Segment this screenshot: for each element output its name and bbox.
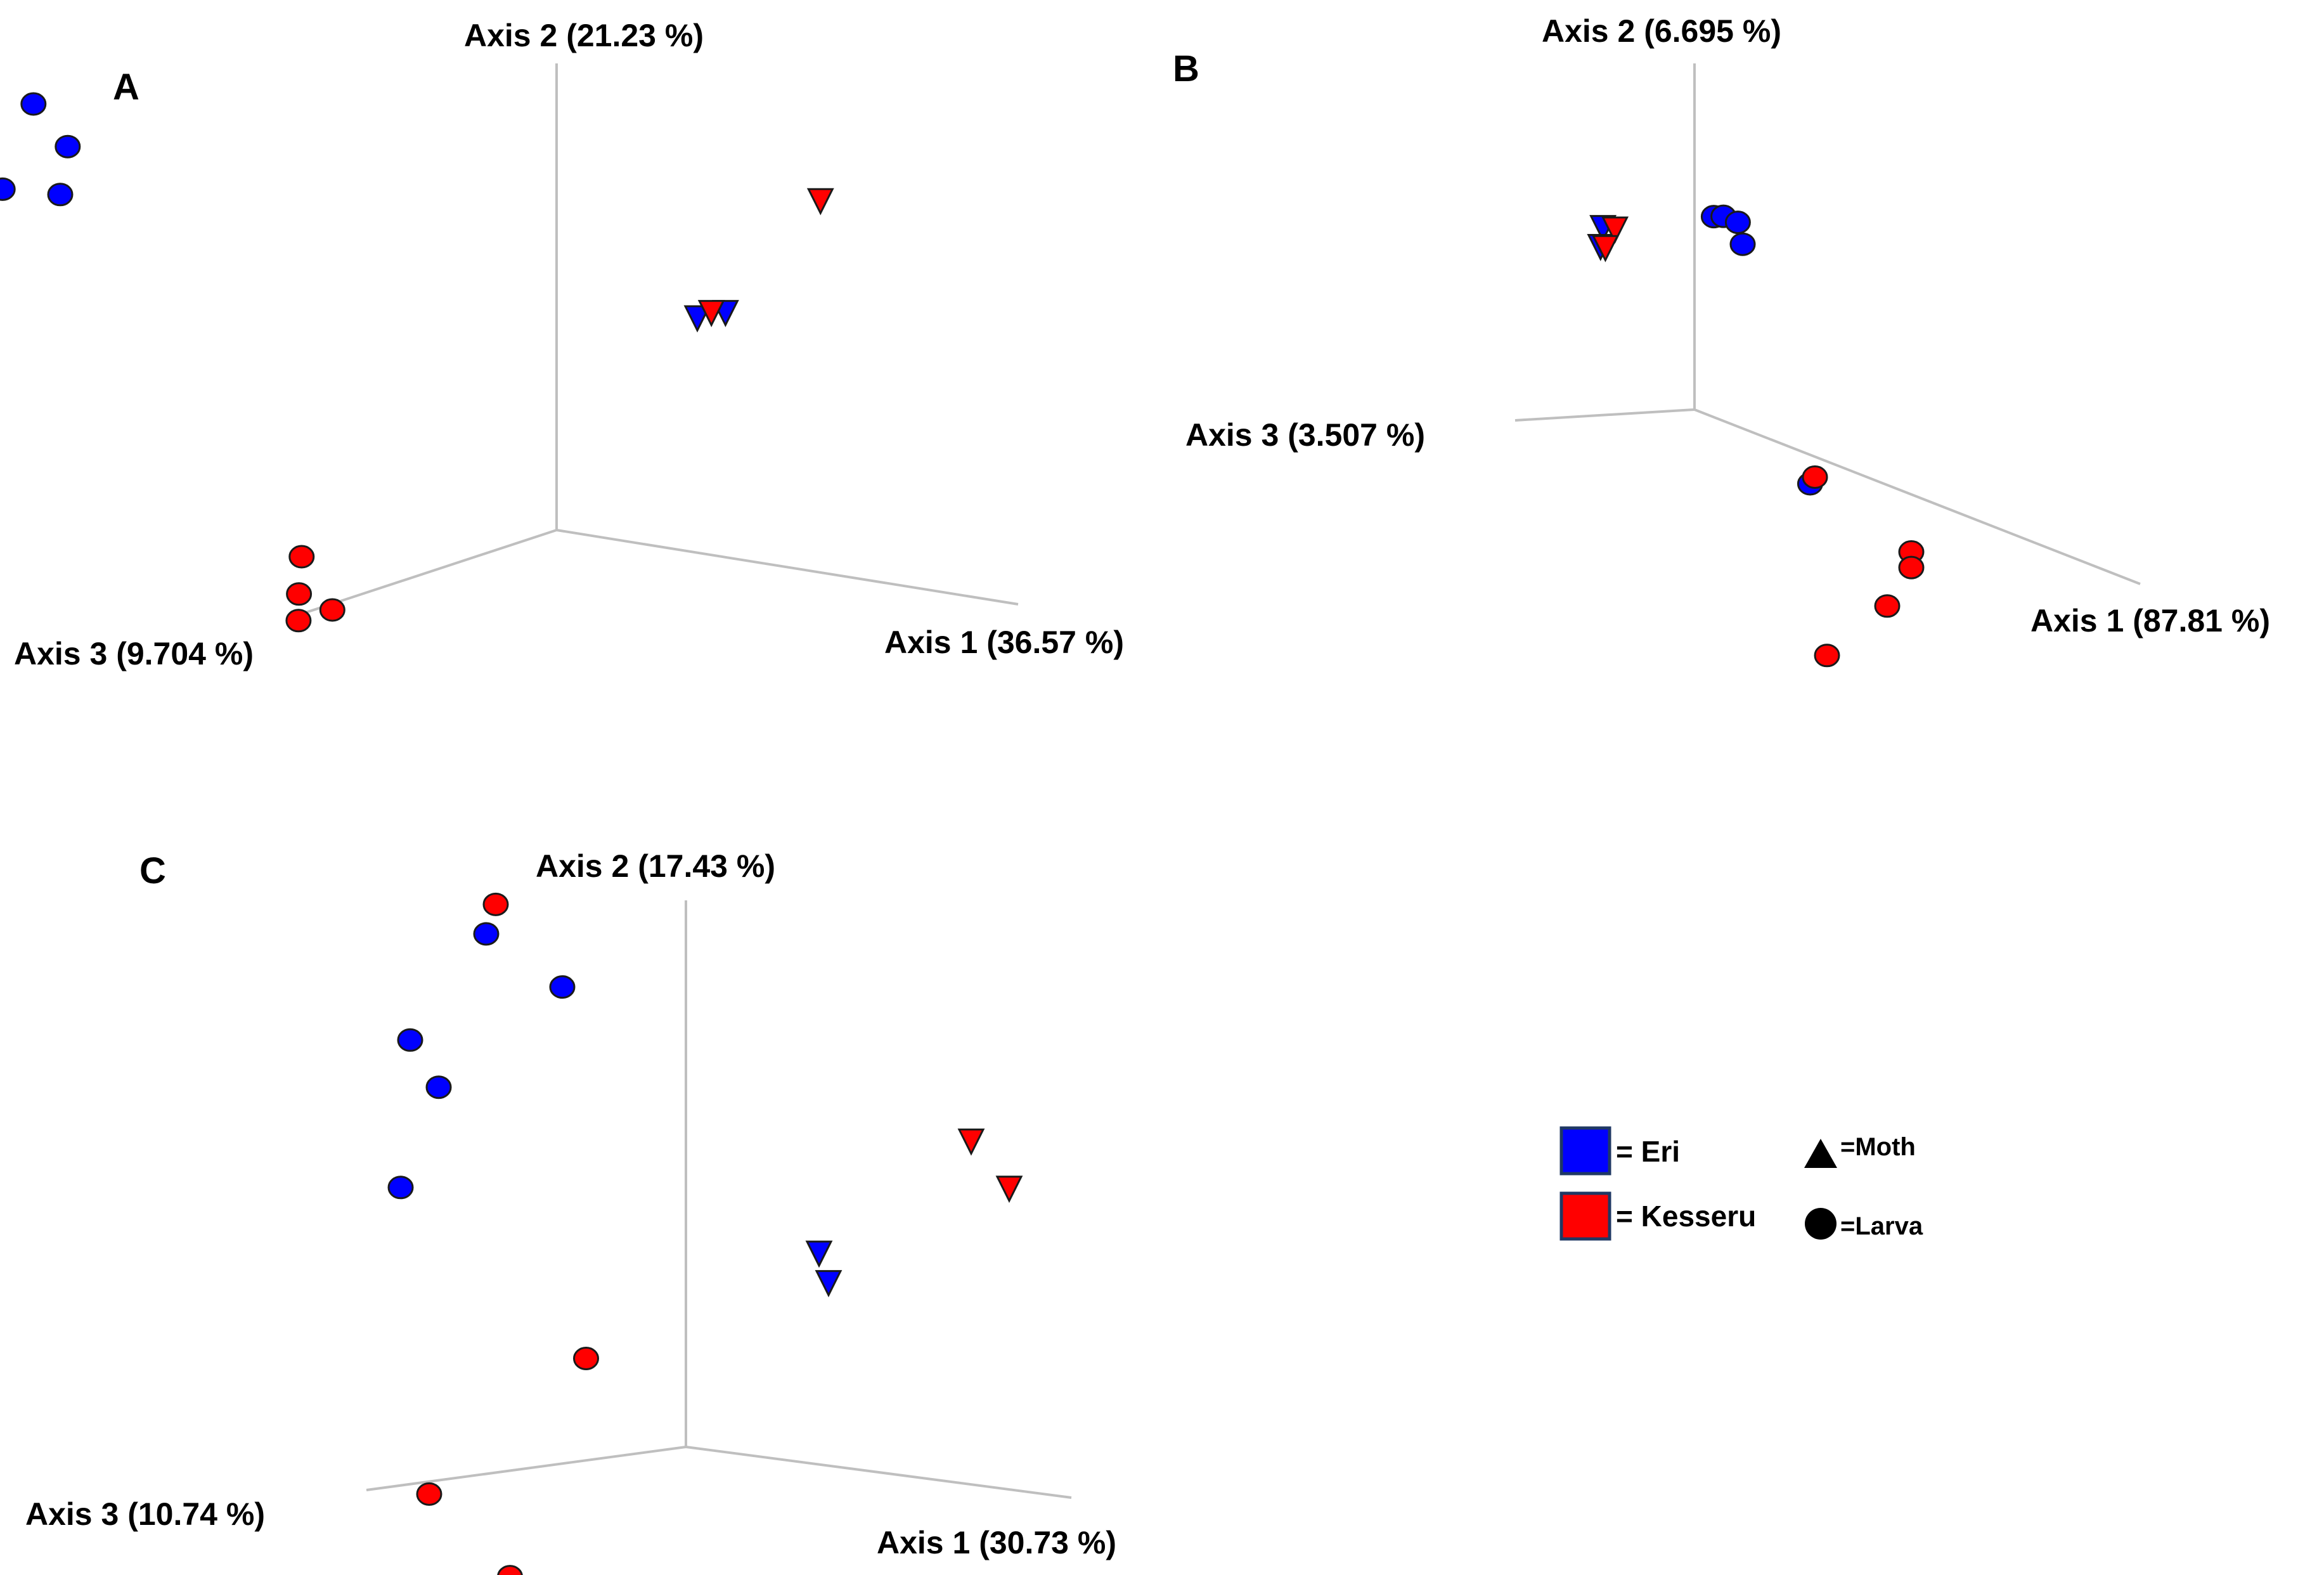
panel-b: B Axis 2 (6.695 %) Axis 1 (87.81 %) Axis…	[1173, 13, 2270, 668]
panel-b-point-9-kesseru-larva	[1814, 644, 1840, 668]
panel-a-point-3-eri-larva	[0, 177, 16, 201]
panel-a-point-2-eri-larva	[55, 134, 81, 159]
panel-b-axis3-line	[1514, 408, 1695, 422]
panel-letter-b: B	[1173, 48, 1199, 89]
panel-c-axis1-line	[685, 1446, 1072, 1499]
panel-c-axis2-label: Axis 2 (17.43 %)	[536, 848, 775, 884]
legend-label-kesseru: = Kesseru	[1616, 1200, 1756, 1233]
panel-a-point-6-kesseru-larva	[288, 545, 315, 569]
panel-b-point-13-kesseru-moth	[1591, 235, 1619, 262]
panel-c-point-0-kesseru-larva	[482, 892, 509, 916]
legend-label-larva: =Larva	[1840, 1212, 1923, 1240]
panel-c-point-12-kesseru-moth	[957, 1128, 985, 1156]
panel-c-axis3-label: Axis 3 (10.74 %)	[25, 1496, 265, 1532]
legend-swatch-eri	[1559, 1126, 1611, 1176]
panel-b-point-7-kesseru-larva	[1898, 555, 1925, 580]
panel-c-axis1-label: Axis 1 (30.73 %)	[877, 1525, 1116, 1560]
panel-letter-a: A	[113, 67, 139, 108]
panel-a-point-4-eri-larva	[47, 183, 74, 207]
panel-b-point-8-kesseru-larva	[1874, 594, 1901, 618]
legend-larva-circle-icon	[1805, 1208, 1837, 1240]
panel-a-point-13-kesseru-moth	[806, 188, 834, 216]
legend-swatch-kesseru	[1559, 1191, 1611, 1241]
panel-b-axis1-line	[1694, 408, 2141, 585]
panel-a-point-12-kesseru-moth	[697, 300, 725, 327]
panel-b-point-12-kesseru-moth	[1601, 216, 1629, 244]
panel-c-point-1-eri-larva	[473, 922, 500, 946]
panel-c-point-2-eri-larva	[549, 975, 576, 999]
legend-label-moth: =Moth	[1840, 1133, 1916, 1161]
panel-a-axis2-label: Axis 2 (21.23 %)	[464, 18, 704, 53]
panel-a-marks	[0, 92, 834, 633]
panel-b-axis3-label: Axis 3 (3.507 %)	[1185, 417, 1425, 453]
panel-a: A Axis 2 (21.23 %) Axis 1 (36.57 %) Axis…	[0, 18, 1124, 671]
panel-c-marks	[387, 892, 1023, 1575]
panel-c-point-5-eri-larva	[387, 1176, 414, 1200]
panel-c-point-3-eri-larva	[397, 1028, 423, 1052]
panel-c-point-10-eri-moth	[805, 1240, 833, 1268]
panel-b-point-5-kesseru-larva	[1802, 465, 1828, 489]
panel-a-point-1-eri-larva	[20, 92, 47, 116]
legend-label-eri: = Eri	[1616, 1135, 1680, 1168]
panel-letter-c: C	[139, 850, 166, 891]
panel-a-axis3-label: Axis 3 (9.704 %)	[14, 636, 254, 671]
panel-b-point-3-eri-larva	[1729, 232, 1756, 256]
panel-c-axis3-line	[366, 1446, 687, 1491]
legend: = Eri = Kesseru =Moth =Larva	[1559, 1126, 1923, 1241]
panel-c: C Axis 2 (17.43 %) Axis 1 (30.73 %) Axis…	[25, 848, 1116, 1575]
panel-c-point-13-kesseru-moth	[995, 1176, 1023, 1203]
panel-c-point-11-eri-moth	[815, 1270, 842, 1297]
panel-c-point-4-eri-larva	[425, 1075, 452, 1099]
panel-c-point-8-kesseru-larva	[497, 1565, 523, 1575]
panel-a-axis1-line	[556, 529, 1019, 606]
panel-a-axis1-label: Axis 1 (36.57 %)	[884, 625, 1124, 660]
panel-a-point-9-kesseru-larva	[285, 609, 312, 633]
panel-b-marks	[1587, 204, 1925, 668]
panel-a-point-8-kesseru-larva	[319, 598, 345, 622]
panel-b-axis1-label: Axis 1 (87.81 %)	[2030, 603, 2270, 638]
panel-a-point-7-kesseru-larva	[286, 582, 313, 606]
legend-moth-triangle-icon	[1804, 1139, 1837, 1168]
panel-a-point-10-eri-moth	[683, 305, 711, 333]
panel-b-point-2-eri-larva	[1724, 211, 1751, 235]
panel-b-axis2-label: Axis 2 (6.695 %)	[1542, 13, 1781, 49]
panel-c-point-6-kesseru-larva	[573, 1347, 599, 1370]
panel-c-point-7-kesseru-larva	[416, 1482, 442, 1506]
